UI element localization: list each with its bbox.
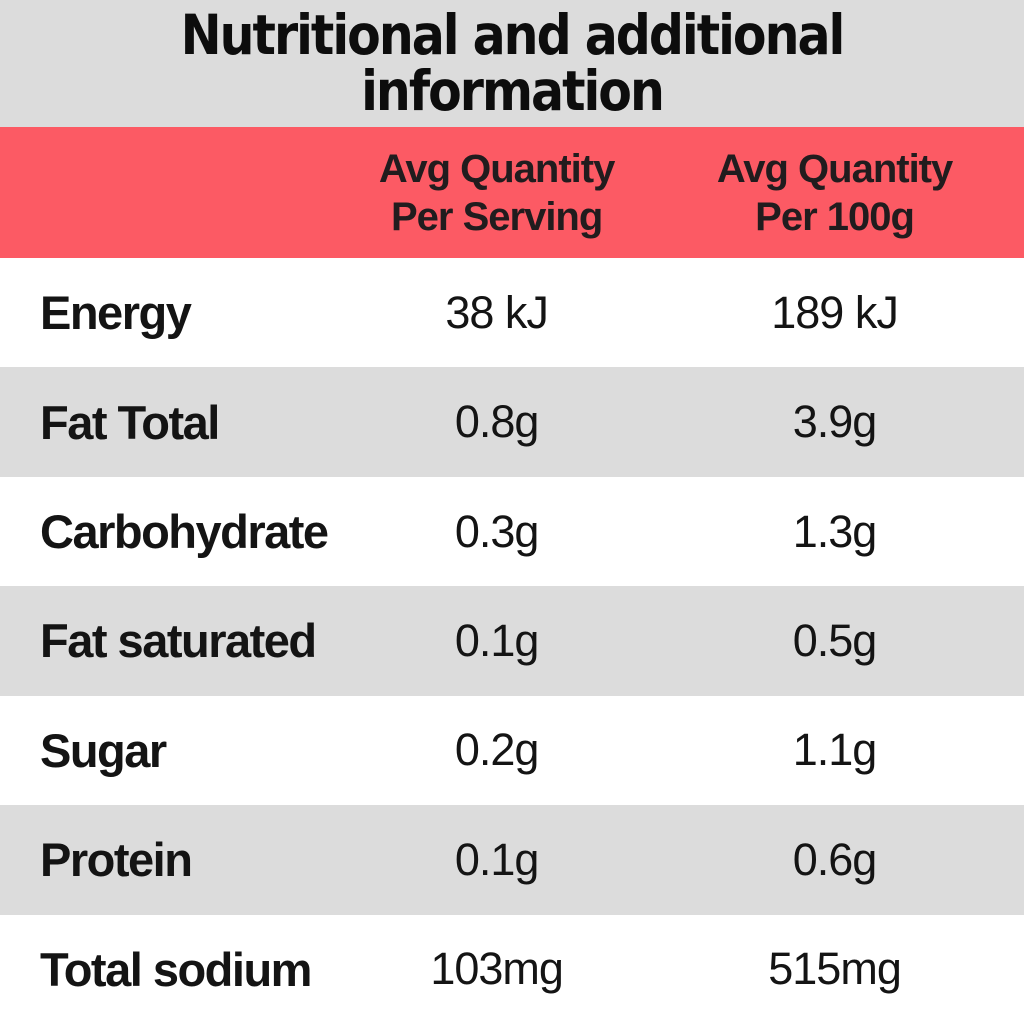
row-label: Fat Total [40, 395, 220, 449]
column-header-per-100g-line2: Per 100g [755, 194, 915, 239]
column-header-per-100g: Avg Quantity Per 100g [645, 145, 1024, 241]
table-row: Fat saturated 0.1g 0.5g [0, 586, 1024, 696]
page-title-line1: Nutritional and additional [180, 3, 846, 67]
row-label: Sugar [40, 723, 167, 777]
row-per-serving-value: 0.8g [454, 396, 540, 448]
column-header-per-serving: Avg Quantity Per Serving [348, 145, 645, 241]
row-label: Energy [40, 286, 192, 340]
table-row: Total sodium 103mg 515mg [0, 914, 1024, 1024]
row-per-100g-value: 515mg [768, 943, 902, 995]
row-per-100g-value: 3.9g [792, 396, 878, 448]
column-header-per-serving-line2: Per Serving [390, 194, 603, 239]
row-per-serving-value: 0.1g [454, 833, 540, 885]
row-per-100g-value: 1.1g [792, 724, 878, 776]
table-header-row: Avg Quantity Per Serving Avg Quantity Pe… [0, 127, 1024, 258]
row-label: Total sodium [40, 942, 312, 996]
row-per-100g-value: 0.5g [792, 614, 878, 666]
row-per-serving-value: 0.1g [454, 614, 540, 666]
page-title: Nutritional and additional information [180, 3, 846, 123]
table-row: Energy 38 kJ 189 kJ [0, 258, 1024, 368]
nutrition-rows: Energy 38 kJ 189 kJ Fat Total 0.8g 3.9g … [0, 258, 1024, 1024]
row-per-serving-value: 0.2g [454, 724, 540, 776]
column-header-per-100g-line1: Avg Quantity [716, 146, 953, 191]
column-header-per-serving-line1: Avg Quantity [378, 146, 615, 191]
table-row: Fat Total 0.8g 3.9g [0, 367, 1024, 477]
row-per-serving-value: 0.3g [454, 505, 540, 557]
row-label: Fat saturated [40, 614, 317, 668]
table-row: Carbohydrate 0.3g 1.3g [0, 476, 1024, 587]
title-band: Nutritional and additional information [0, 0, 1024, 127]
table-row: Sugar 0.2g 1.1g [0, 695, 1024, 806]
table-row: Protein 0.1g 0.6g [0, 805, 1024, 915]
row-per-serving-value: 103mg [430, 943, 564, 995]
row-per-100g-value: 0.6g [792, 833, 878, 885]
page-title-line2: information [361, 59, 665, 123]
row-per-100g-value: 189 kJ [771, 286, 899, 338]
row-label: Protein [40, 833, 193, 887]
row-label: Carbohydrate [40, 505, 329, 559]
row-per-100g-value: 1.3g [792, 505, 878, 557]
row-per-serving-value: 38 kJ [445, 286, 549, 338]
